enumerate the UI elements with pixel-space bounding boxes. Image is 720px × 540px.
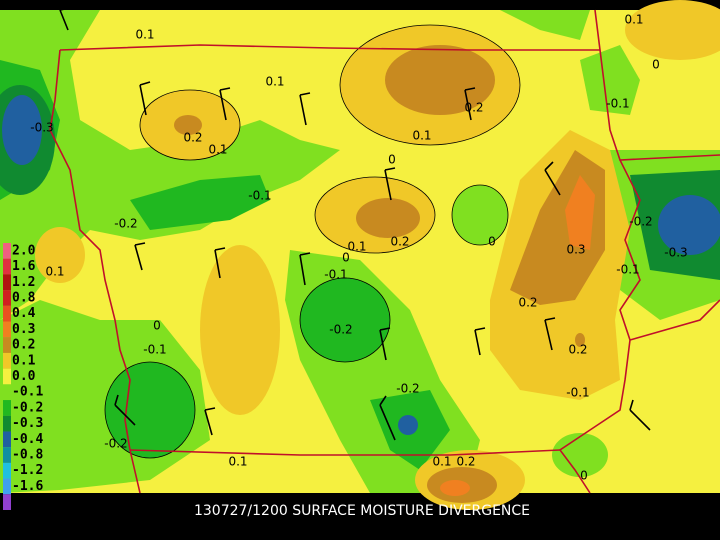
contour-label: -0.2 xyxy=(114,217,137,231)
contour-label: -0.1 xyxy=(616,263,639,277)
legend-label: -0.3 xyxy=(12,416,43,431)
legend-swatch xyxy=(3,431,11,448)
legend-swatch xyxy=(3,243,11,259)
legend-label: 0.1 xyxy=(12,353,36,368)
legend: 2.01.61.20.80.40.30.20.10.0-0.1-0.2-0.3-… xyxy=(3,243,43,510)
legend-label: -1.6 xyxy=(12,479,43,494)
contour-label: -0.2 xyxy=(629,215,652,229)
contour-label: -0.2 xyxy=(329,323,352,337)
contour-label: 0.1 xyxy=(135,28,154,42)
legend-label: -0.2 xyxy=(12,400,43,415)
legend-label: 0.0 xyxy=(12,369,36,384)
legend-swatch xyxy=(3,274,11,291)
contour-label: 0.2 xyxy=(390,235,409,249)
legend-swatch xyxy=(3,290,11,306)
contour-label: 0.1 xyxy=(347,240,366,254)
contour-label: -0.1 xyxy=(324,268,347,282)
contour-label: -0.1 xyxy=(566,386,589,400)
contour-label: 0.2 xyxy=(568,343,587,357)
contour-label: 0.3 xyxy=(566,243,585,257)
contour-label: 0 xyxy=(580,469,588,483)
contour-label: 0.1 xyxy=(412,129,431,143)
legend-swatch xyxy=(3,462,11,479)
legend-label: 1.2 xyxy=(12,275,35,290)
contour-label: -0.3 xyxy=(664,246,687,260)
legend-label: -0.8 xyxy=(12,448,43,463)
contour-label: 0 xyxy=(342,251,350,265)
legend-swatch xyxy=(3,258,11,275)
legend-label: 0.4 xyxy=(12,306,36,321)
legend-swatch xyxy=(3,337,11,353)
contour-labels: 0.10.10.20.10.20.1-0.3-0.1-0.200.1 0.20-0… xyxy=(30,13,687,483)
legend-label: 0.8 xyxy=(12,290,36,305)
contour-label: 0.1 xyxy=(432,455,451,469)
legend-swatch xyxy=(3,415,11,432)
legend-swatch xyxy=(3,447,11,463)
contour-label: 0.1 xyxy=(45,265,64,279)
contour-label: -0.2 xyxy=(396,382,419,396)
legend-swatch xyxy=(3,384,11,401)
legend-label: -0.1 xyxy=(12,385,43,400)
contour-label: -0.1 xyxy=(248,189,271,203)
legend-swatch xyxy=(3,305,11,322)
map-title: 130727/1200 SURFACE MOISTURE DIVERGENCE xyxy=(194,503,530,519)
contour-label: -0.2 xyxy=(104,437,127,451)
wind-barbs xyxy=(59,7,651,441)
contour-label: 0.1 xyxy=(624,13,643,27)
contour-label: 0.2 xyxy=(183,131,202,145)
contour-label: 0.1 xyxy=(228,455,247,469)
legend-swatch xyxy=(3,368,11,385)
legend-swatch xyxy=(3,400,11,416)
contour-label: 0.2 xyxy=(464,101,483,115)
field xyxy=(0,0,720,510)
legend-swatch xyxy=(3,494,11,510)
legend-swatch xyxy=(3,321,11,338)
contour-label: -0.1 xyxy=(143,343,166,357)
legend-swatch xyxy=(3,352,11,369)
legend-label: 0.3 xyxy=(12,322,35,337)
legend-label: -0.4 xyxy=(12,432,43,447)
contour-label: -0.3 xyxy=(30,121,53,135)
contour-label: 0 xyxy=(488,235,496,249)
contour-label: -0.1 xyxy=(606,97,629,111)
contour-label: 0.2 xyxy=(456,455,475,469)
legend-label: -1.2 xyxy=(12,463,43,478)
legend-label: 1.6 xyxy=(12,259,36,274)
contour-label: 0 xyxy=(652,58,660,72)
legend-swatch xyxy=(3,478,11,495)
legend-label: 0.2 xyxy=(12,338,35,353)
contour-label: 0.1 xyxy=(208,143,227,157)
state-borders xyxy=(49,9,720,494)
contour-label: 0 xyxy=(153,319,161,333)
legend-label: 2.0 xyxy=(12,243,36,258)
contour-label: 0.1 xyxy=(265,75,284,89)
contour-label: 0 xyxy=(388,153,396,167)
contour-label: 0.2 xyxy=(518,296,537,310)
legend-label: -2.0 xyxy=(12,495,43,510)
